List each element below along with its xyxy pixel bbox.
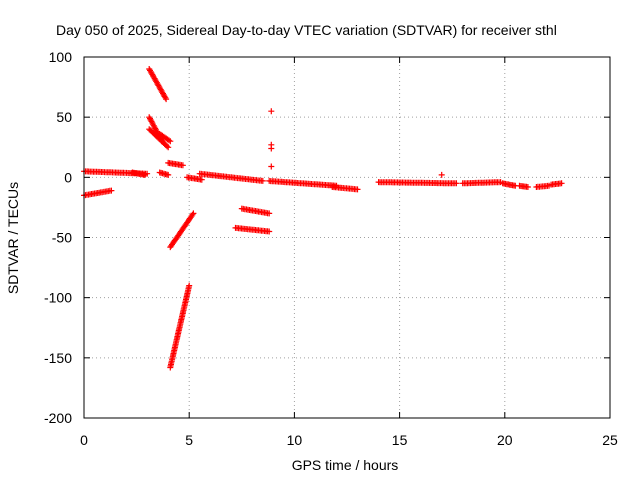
data-point	[165, 171, 172, 178]
data-point	[438, 171, 445, 178]
data-point	[558, 180, 565, 187]
data-point	[165, 144, 172, 151]
data-point	[198, 176, 205, 183]
data-point	[108, 187, 115, 194]
y-tick-label: -150	[44, 350, 72, 366]
y-tick-label: -100	[44, 290, 72, 306]
data-point	[268, 108, 275, 115]
x-tick-label: 15	[392, 432, 408, 448]
data-point	[268, 145, 275, 152]
x-tick-label: 10	[287, 432, 303, 448]
y-tick-label: -50	[52, 230, 72, 246]
y-tick-label: -200	[44, 410, 72, 426]
data-point	[164, 143, 170, 150]
x-tick-label: 5	[185, 432, 193, 448]
data-point	[259, 177, 266, 184]
data-points	[81, 66, 565, 371]
plot-frame	[83, 56, 611, 419]
chart-title: Day 050 of 2025, Sidereal Day-to-day VTE…	[56, 22, 557, 38]
x-tick-label: 25	[602, 432, 618, 448]
data-point	[167, 138, 174, 145]
y-axis-ticks: 100 50 0 -50 -100 -150 -200	[44, 49, 610, 426]
data-point	[179, 162, 186, 169]
y-tick-label: 100	[49, 49, 73, 65]
x-axis-label: GPS time / hours	[292, 457, 399, 473]
x-axis-ticks: 0 5 10 15 20 25	[80, 57, 618, 448]
y-axis-label: SDTVAR / TECUs	[5, 182, 21, 294]
y-tick-label: 0	[64, 169, 72, 185]
data-point	[266, 228, 273, 235]
data-point	[266, 210, 273, 217]
grid-lines	[84, 57, 610, 418]
data-point	[163, 96, 170, 103]
data-point	[189, 211, 196, 218]
data-point	[186, 282, 193, 289]
x-tick-label: 0	[80, 432, 88, 448]
data-point	[453, 180, 460, 187]
x-tick-label: 20	[497, 432, 513, 448]
data-point	[142, 171, 148, 178]
data-point	[190, 210, 197, 217]
data-point	[354, 186, 361, 193]
y-tick-label: 50	[56, 109, 72, 125]
data-point	[524, 184, 531, 190]
data-point	[268, 163, 275, 170]
